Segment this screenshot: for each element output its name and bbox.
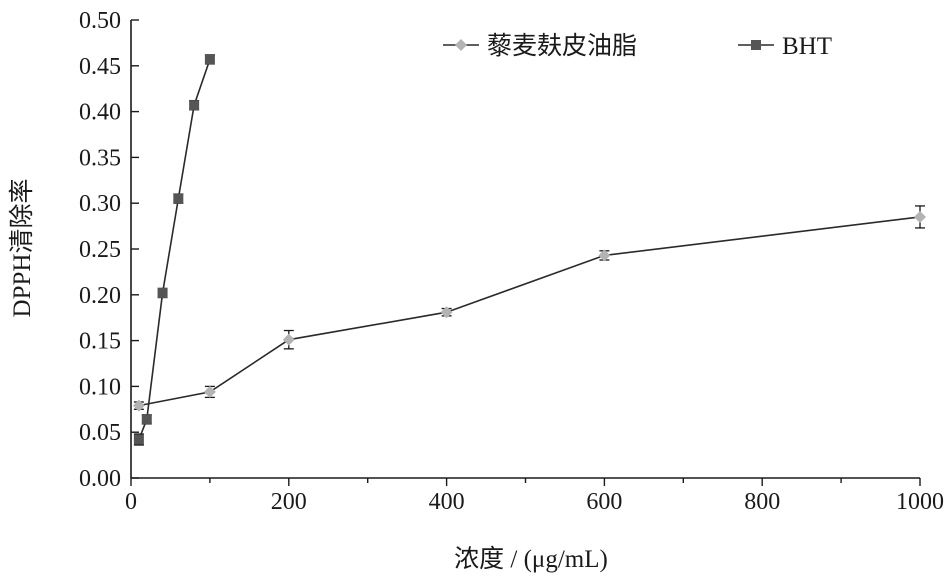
y-axis-label: DPPH清除率 — [8, 179, 36, 318]
series-line — [138, 59, 211, 440]
legend-marker — [455, 39, 467, 51]
data-point — [173, 193, 184, 204]
x-tick-label: 0 — [125, 489, 137, 515]
series-line — [138, 216, 921, 407]
data-point — [282, 333, 295, 346]
y-tick-label: 0.40 — [79, 100, 121, 126]
legend-label: 藜麦麸皮油脂 — [487, 32, 637, 60]
x-tick-label: 200 — [271, 489, 307, 515]
axes — [130, 20, 920, 479]
y-tick-label: 0.50 — [79, 8, 121, 34]
x-tick-label: 800 — [744, 489, 780, 515]
y-tick-label: 0.35 — [79, 145, 121, 171]
data-point — [157, 287, 168, 298]
data-point — [203, 385, 216, 398]
data-point — [440, 306, 453, 319]
legend: 藜麦麸皮油脂 BHT — [443, 32, 832, 60]
y-tick-label: 0.25 — [79, 237, 121, 263]
y-tick-label: 0.30 — [79, 191, 121, 217]
legend-marker — [751, 40, 761, 50]
x-axis-label: 浓度 / (μg/mL) — [454, 545, 608, 573]
x-tick-label: 1000 — [896, 489, 944, 515]
legend-item-2: BHT — [738, 33, 832, 60]
x-tick-label: 600 — [586, 489, 622, 515]
data-point — [133, 434, 144, 445]
y-axis-ticks: 0.00 0.05 0.10 0.15 0.20 0.25 0.30 0.35 0.40 0.45… — [79, 8, 139, 492]
data-point — [204, 54, 215, 65]
y-tick-label: 0.00 — [79, 466, 121, 492]
y-tick-label: 0.15 — [79, 329, 121, 355]
series-1 — [132, 205, 926, 412]
x-axis-ticks: 0 200 400 600 800 1000 — [125, 478, 944, 515]
data-point — [189, 100, 200, 111]
legend-item-1: 藜麦麸皮油脂 — [443, 32, 637, 60]
data-point — [914, 210, 926, 223]
y-tick-label: 0.05 — [79, 420, 121, 446]
series-group — [132, 54, 926, 446]
series-2 — [133, 54, 215, 446]
legend-label: BHT — [782, 33, 832, 60]
data-point — [141, 414, 152, 425]
x-tick-label: 400 — [429, 489, 465, 515]
y-tick-label: 0.20 — [79, 283, 121, 309]
y-tick-label: 0.45 — [79, 54, 121, 80]
data-point — [598, 249, 611, 262]
data-point — [132, 399, 145, 412]
y-tick-label: 0.10 — [79, 374, 121, 400]
